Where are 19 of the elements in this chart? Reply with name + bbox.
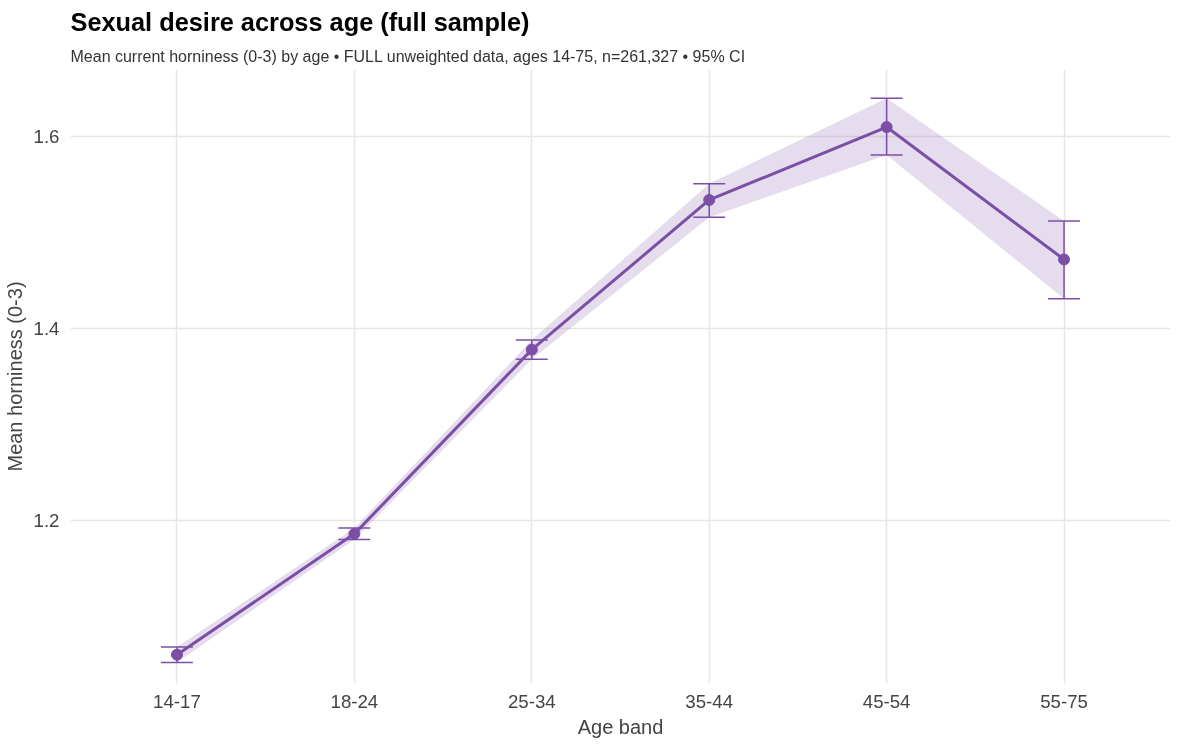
chart-title: Sexual desire across age (full sample) — [70, 7, 530, 36]
y-tick-label: 1.4 — [33, 318, 60, 340]
y-tick-label: 1.6 — [33, 126, 60, 148]
point — [703, 193, 716, 206]
point — [880, 121, 893, 134]
y-tick-label: 1.2 — [33, 509, 60, 531]
point — [348, 527, 361, 540]
x-tick-label: 55-75 — [1040, 690, 1088, 712]
point — [1058, 253, 1071, 266]
x-axis-title: Age band — [577, 715, 664, 738]
x-tick-label: 25-34 — [507, 690, 556, 712]
x-tick-label: 35-44 — [685, 690, 734, 712]
y-axis-title: Mean horniness (0-3) — [3, 281, 26, 472]
point — [525, 343, 538, 356]
x-tick-label: 45-54 — [862, 690, 911, 712]
point — [170, 648, 183, 661]
x-tick-label: 18-24 — [330, 690, 379, 712]
x-tick-label: 14-17 — [153, 690, 201, 712]
chart-subtitle: Mean current horniness (0-3) by age • FULL unweighted data, ages 14-75, n=261,327 • 95% CI — [70, 47, 746, 65]
